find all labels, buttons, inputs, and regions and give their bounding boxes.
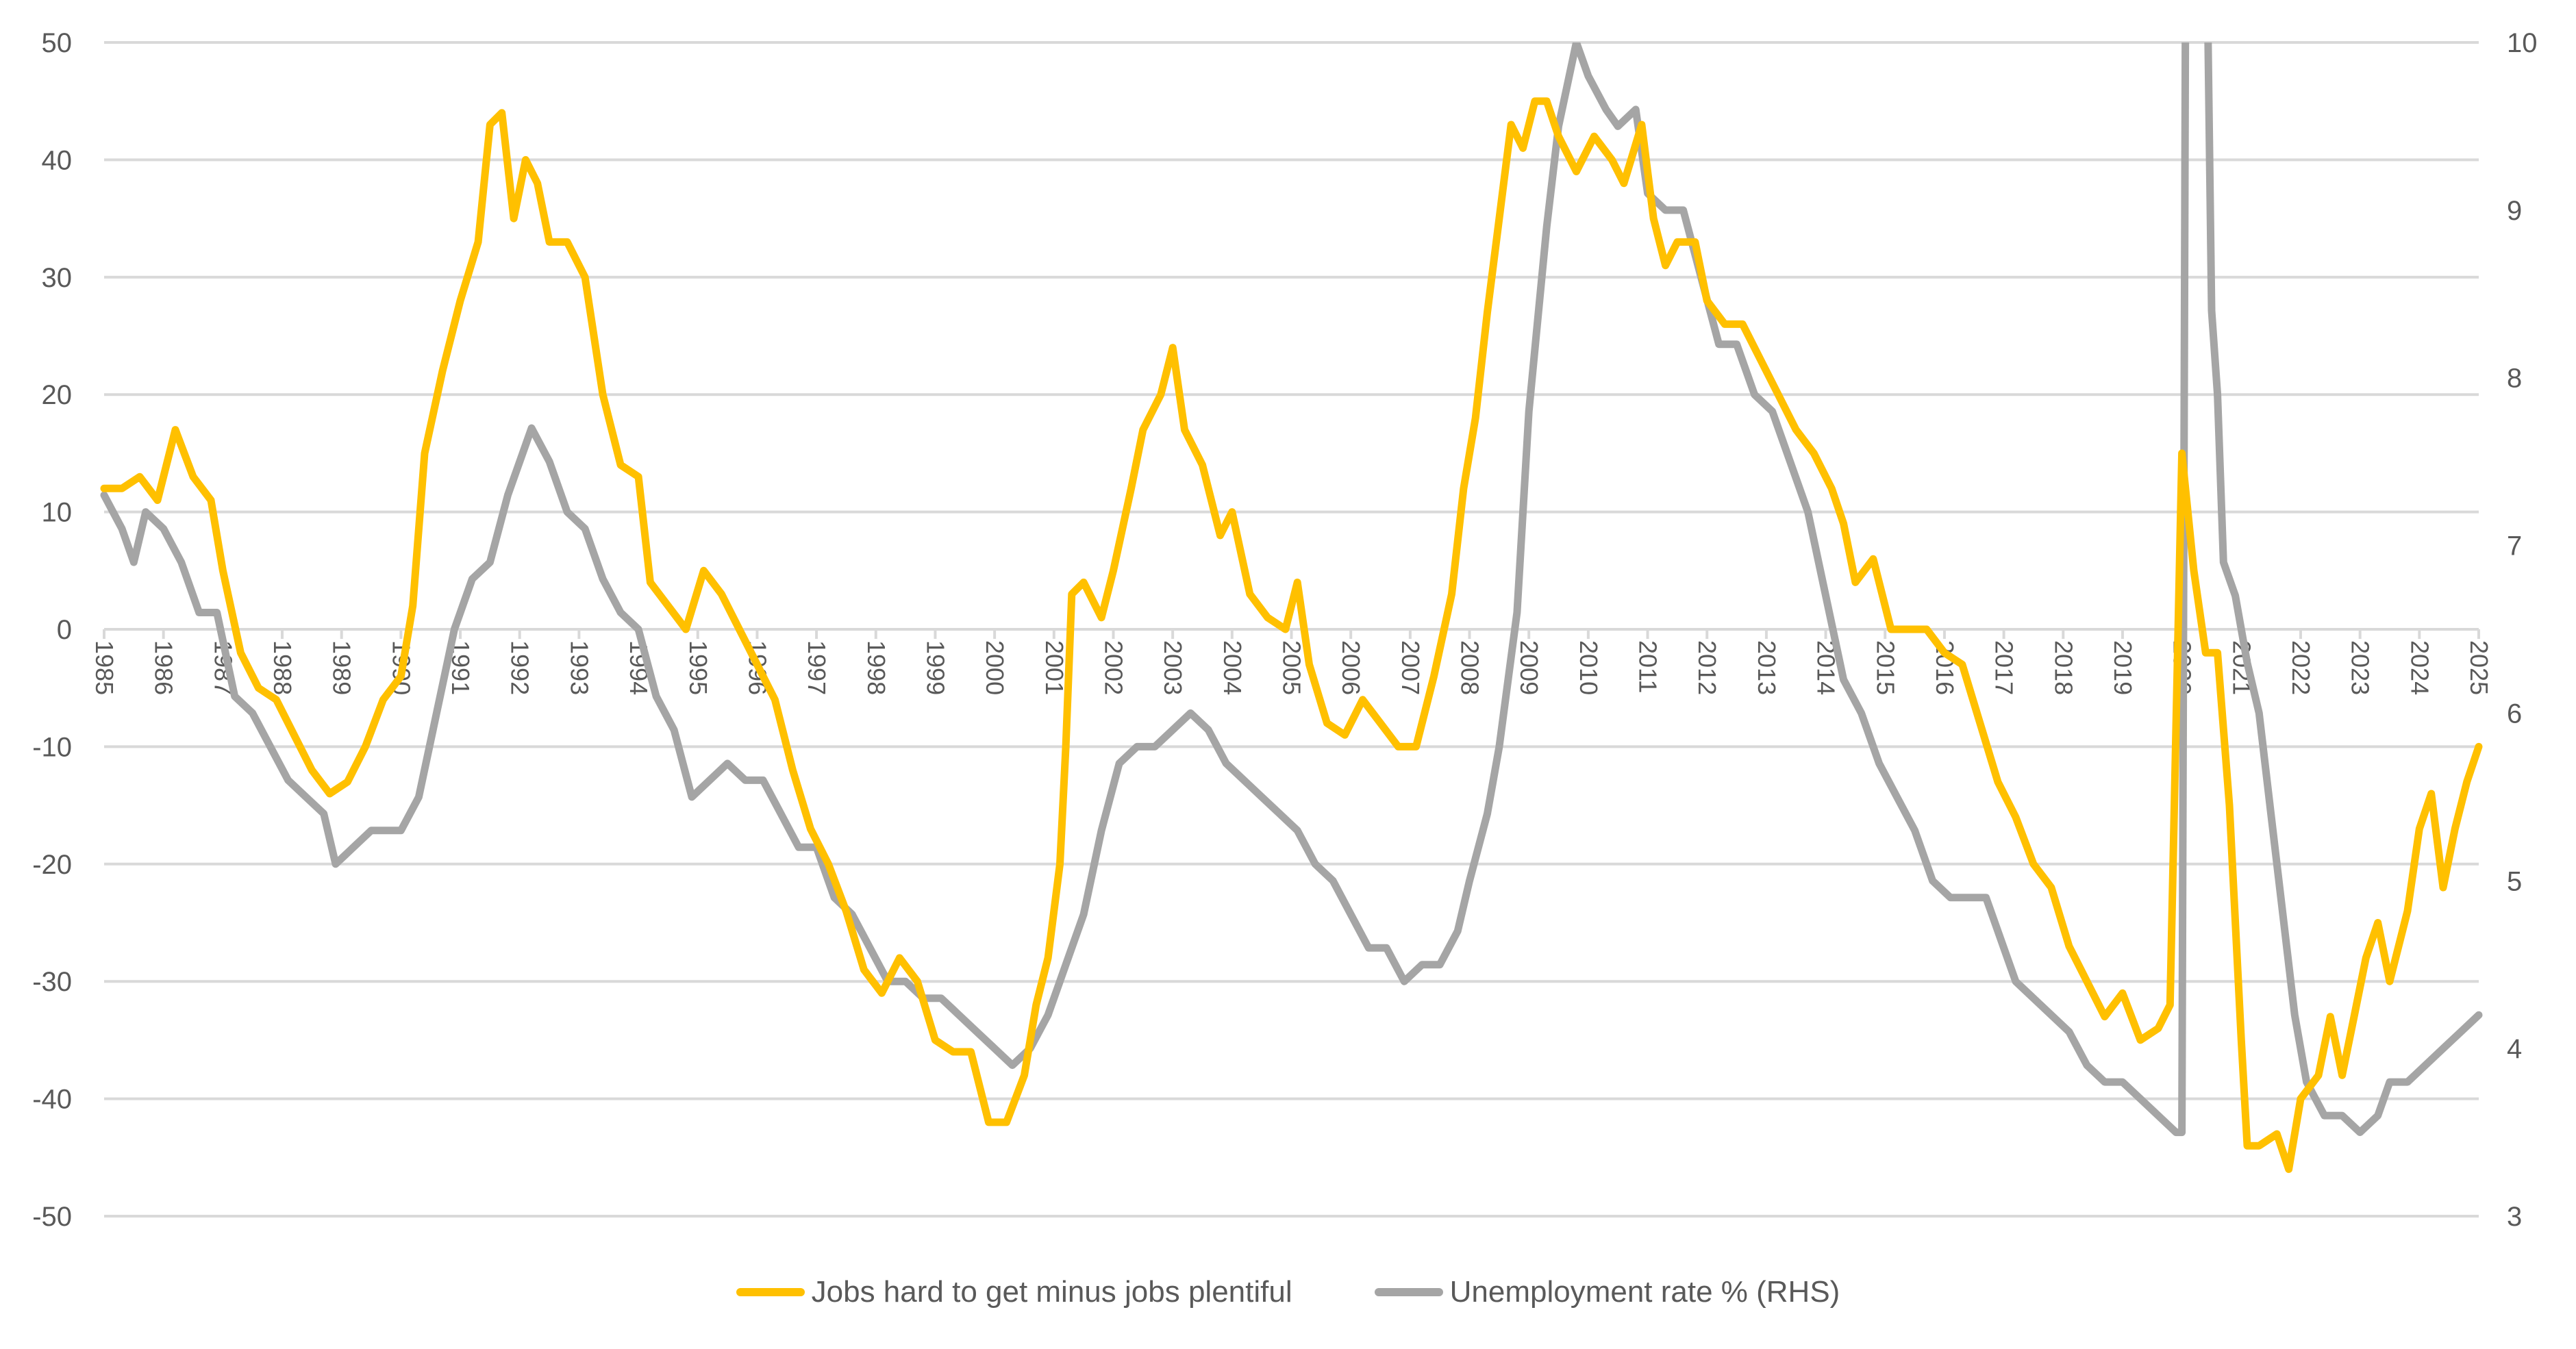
legend-swatch-gray (1374, 1288, 1443, 1296)
x-tick-label: 2003 (1159, 640, 1187, 695)
series-line-jobs-differential (100, 97, 2483, 1173)
legend-label: Unemployment rate % (RHS) (1449, 1275, 1840, 1309)
x-tick-label: 2019 (2109, 640, 2137, 695)
x-tick-label: 2007 (1397, 640, 1425, 695)
y-right-tick-label: 8 (2507, 364, 2522, 394)
y-left-tick-label: -30 (32, 967, 72, 997)
legend-item-jobs-differential: Jobs hard to get minus jobs plentiful (736, 1275, 1292, 1309)
x-tick-label: 2001 (1040, 640, 1068, 695)
x-tick-label: 1998 (862, 640, 890, 695)
x-tick-label: 1988 (268, 640, 297, 695)
y-left-tick-label: -10 (32, 732, 72, 762)
x-tick-label: 2018 (2049, 640, 2077, 695)
legend-swatch-yellow (736, 1288, 805, 1296)
y-right-tick-label: 9 (2507, 196, 2522, 226)
x-tick-label: 2012 (1693, 640, 1721, 695)
x-tick-label: 2011 (1634, 640, 1662, 693)
x-tick-label: 1997 (803, 640, 831, 695)
x-tick-label: 1992 (506, 640, 534, 695)
y-right-tick-label: 5 (2507, 866, 2522, 896)
x-tick-label: 1989 (328, 640, 356, 695)
y-left-tick-label: 40 (42, 145, 73, 175)
y-right-tick-label: 3 (2507, 1202, 2522, 1232)
series-line-unemployment-rate (100, 42, 2483, 1137)
y-left-tick-label: 30 (42, 263, 73, 293)
y-left-tick-label: 20 (42, 380, 73, 410)
x-tick-label: 2023 (2347, 640, 2375, 695)
legend-label: Jobs hard to get minus jobs plentiful (811, 1275, 1292, 1309)
x-tick-label: 1985 (90, 640, 118, 695)
series-lines (100, 42, 2483, 1173)
x-tick-label: 2005 (1278, 640, 1306, 695)
x-tick-label: 1993 (565, 640, 593, 695)
y-right-tick-label: 10 (2507, 28, 2538, 58)
legend: Jobs hard to get minus jobs plentiful Un… (0, 1275, 2576, 1309)
gridlines (104, 41, 2479, 1218)
y-left-tick-label: 10 (42, 498, 73, 528)
y-right-tick-label: 6 (2507, 698, 2522, 729)
x-tick-label: 2004 (1218, 640, 1247, 695)
x-tick-label: 2010 (1575, 640, 1603, 695)
legend-item-unemployment: Unemployment rate % (RHS) (1374, 1275, 1840, 1309)
y-left-tick-label: -50 (32, 1202, 72, 1232)
x-tick-label: 2008 (1456, 640, 1484, 695)
x-tick-label: 1995 (684, 640, 712, 695)
x-tick-label: 1986 (150, 640, 178, 695)
x-tick-label: 2022 (2287, 640, 2315, 695)
y-left-tick-label: 50 (42, 28, 73, 58)
y-left-tick-label: 0 (57, 615, 72, 645)
y-left-tick-label: -40 (32, 1085, 72, 1115)
x-tick-label: 2002 (1099, 640, 1127, 695)
x-tick-label: 2009 (1515, 640, 1543, 695)
y-right-tick-label: 7 (2507, 531, 2522, 562)
y-right-tick-label: 4 (2507, 1034, 2522, 1064)
y-left-tick-label: -20 (32, 850, 72, 880)
x-tick-label: 2000 (981, 640, 1009, 695)
x-tick-label: 2017 (1990, 640, 2018, 695)
x-tick-label: 2013 (1753, 640, 1781, 695)
x-tick-label: 2006 (1337, 640, 1365, 695)
x-tick-label: 2015 (1871, 640, 1899, 695)
x-tick-label: 1999 (921, 640, 949, 695)
x-tick-label: 2024 (2405, 640, 2434, 695)
x-tick-label: 2025 (2465, 640, 2493, 695)
